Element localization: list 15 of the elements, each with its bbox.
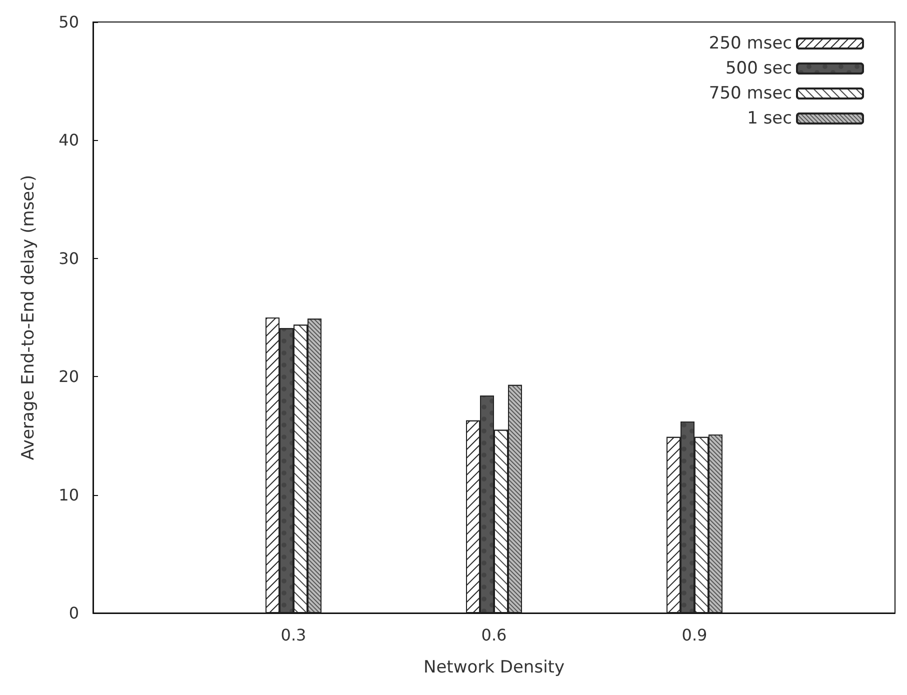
y-tick-label: 0 — [68, 604, 79, 622]
x-tick-label: 0.3 — [280, 626, 306, 644]
legend-label: 750 msec — [708, 84, 792, 104]
x-tick-label: 0.6 — [481, 626, 507, 644]
y-tick-label: 20 — [58, 367, 79, 386]
y-tick-label: 40 — [58, 130, 79, 150]
legend-label: 500 sec — [725, 58, 792, 78]
y-tick-label: 30 — [58, 248, 79, 268]
legend-label: 1 sec — [747, 108, 792, 128]
y-tick-label: 50 — [58, 12, 79, 32]
legend-label: 250 msec — [708, 34, 792, 54]
y-tick-label: 10 — [58, 485, 79, 504]
x-axis-title: Network Density — [423, 658, 565, 678]
y-axis-title: Average End-to-End delay (msec) — [18, 174, 38, 460]
x-tick-label: 0.9 — [682, 626, 708, 644]
